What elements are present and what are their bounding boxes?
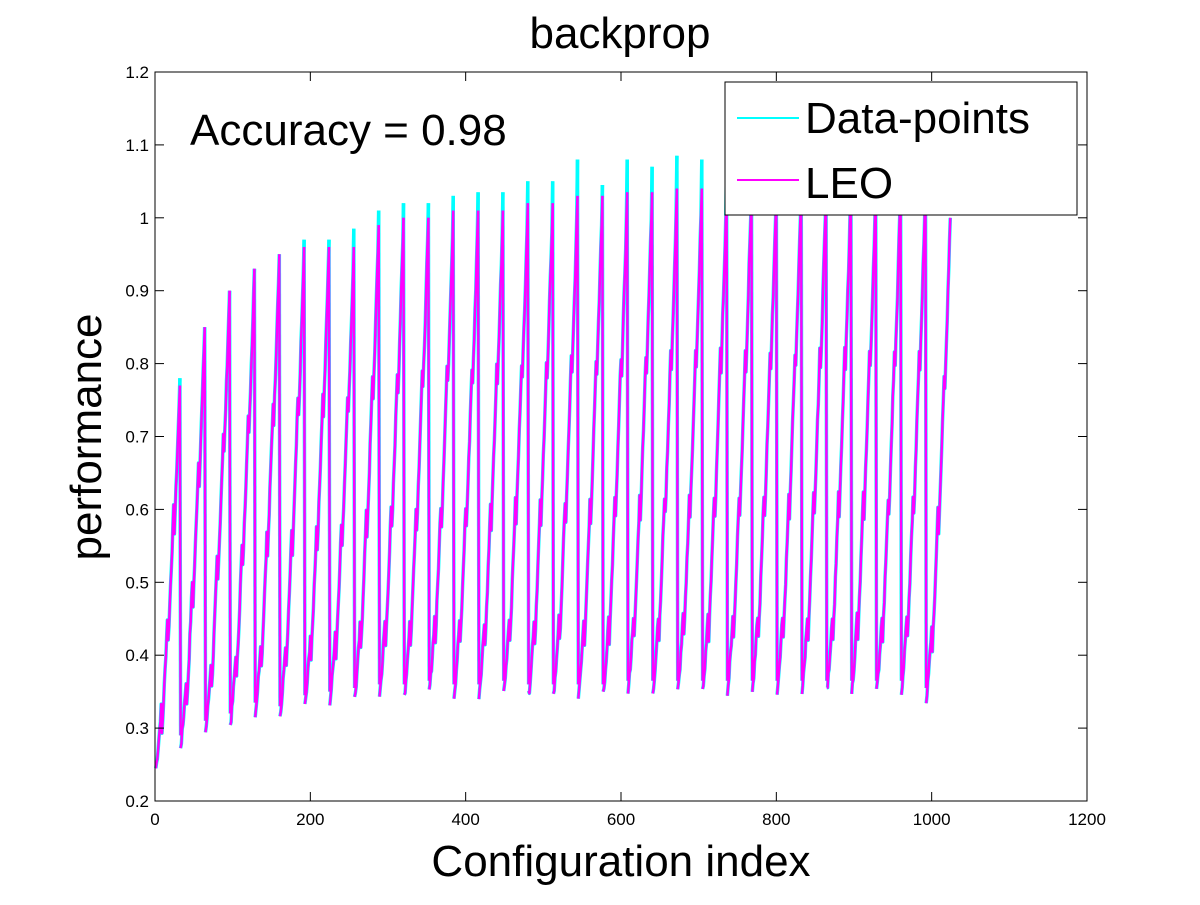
x-axis: 0 200 400 600 800 1000 1200	[150, 72, 1106, 829]
x-tick-label: 1000	[913, 810, 951, 829]
x-tick-label: 0	[150, 810, 159, 829]
series-line-segment	[229, 268, 256, 726]
series-line-segment	[204, 290, 231, 733]
y-tick-label: 0.9	[125, 282, 149, 301]
series-line-segment	[154, 385, 182, 769]
series-drop-line	[352, 246, 356, 689]
series-drop-line	[775, 188, 779, 681]
series-line-segment	[601, 192, 629, 693]
series-drop-line	[874, 188, 878, 681]
x-axis-label: Configuration index	[431, 837, 810, 886]
series-drop-line	[899, 188, 903, 681]
series-line-segment	[751, 188, 778, 693]
series-line-segment	[278, 246, 306, 717]
series-drop-line	[278, 254, 282, 707]
series-drop-line	[675, 188, 679, 681]
series-line-segment	[502, 203, 530, 692]
series-line-segment	[328, 246, 356, 706]
series-line-segment	[775, 188, 803, 695]
y-axis-label: performance	[62, 313, 111, 560]
series-line-segment	[924, 217, 952, 704]
x-tick-label: 1200	[1068, 810, 1106, 829]
series-drop-line	[427, 217, 431, 681]
series-line-segment	[577, 195, 604, 699]
legend-label-leo: LEO	[805, 159, 893, 208]
series-drop-line	[551, 203, 555, 685]
accuracy-annotation: Accuracy = 0.98	[190, 106, 507, 155]
y-tick-label: 1	[140, 209, 149, 228]
series-drop-line	[750, 188, 754, 681]
series-drop-line	[451, 210, 456, 685]
series-drop-line	[253, 268, 257, 703]
y-tick-label: 0.6	[125, 500, 149, 519]
series-leo	[154, 188, 952, 769]
series-drop-line	[700, 188, 704, 681]
y-tick-label: 0.8	[125, 355, 149, 374]
y-tick-label: 1.1	[125, 136, 149, 155]
series-drop-line	[799, 188, 804, 681]
y-axis: 0.2 0.3 0.4 0.5 0.6 0.7 0.8 0.9 1 1.1 1.2	[125, 63, 1087, 811]
series-line-segment	[353, 225, 380, 698]
y-tick-label: 0.3	[125, 719, 149, 738]
series-line-segment	[826, 188, 853, 689]
series-line-segment	[626, 192, 654, 694]
series-line-segment	[527, 203, 554, 695]
series-line-segment	[253, 254, 281, 718]
series-line-segment	[179, 327, 206, 749]
series-drop-line	[601, 195, 605, 685]
legend: Data-points LEO	[724, 81, 1078, 216]
y-tick-label: 0.4	[125, 646, 149, 665]
series-line-segment	[651, 188, 679, 694]
chart-title: backprop	[529, 9, 710, 58]
x-tick-label: 400	[451, 810, 479, 829]
series-drop-line	[526, 203, 530, 685]
x-tick-label: 200	[296, 810, 324, 829]
series-drop-line	[576, 195, 580, 685]
series-drop-line	[924, 188, 928, 689]
series-line-segment	[378, 217, 405, 697]
legend-label-data-points: Data-points	[805, 94, 1030, 143]
x-tick-label: 600	[607, 810, 635, 829]
legend-box	[724, 81, 1078, 216]
series-line-segment	[676, 188, 704, 690]
series-line-segment	[701, 188, 728, 690]
series-line-segment	[875, 188, 902, 690]
series-drop-line	[302, 246, 307, 696]
series-line-segment	[452, 210, 480, 699]
series-line-segment	[303, 246, 331, 705]
series-line-segment	[403, 217, 430, 696]
y-tick-label: 1.2	[125, 63, 149, 82]
series-line-segment	[477, 210, 505, 700]
series-line-segment	[900, 188, 927, 695]
series-drop-line	[849, 188, 853, 681]
series-drop-line	[402, 217, 406, 685]
series-line-segment	[850, 188, 877, 694]
series-drop-line	[501, 210, 505, 681]
series-drop-line	[824, 188, 829, 681]
series-drop-line	[650, 192, 655, 681]
series-drop-line	[625, 192, 630, 681]
series-drop-line	[725, 188, 729, 681]
y-tick-label: 0.2	[125, 792, 149, 811]
y-tick-label: 0.5	[125, 573, 149, 592]
series-line-segment	[726, 188, 753, 696]
series-drop-line	[327, 246, 332, 692]
y-tick-label: 0.7	[125, 428, 149, 447]
series-drop-line	[203, 327, 207, 721]
series-line-segment	[552, 195, 579, 695]
series-drop-line	[476, 210, 481, 685]
series-drop-line	[228, 290, 232, 714]
series-drop-line	[377, 225, 381, 685]
x-tick-label: 800	[762, 810, 790, 829]
series-line-segment	[427, 210, 455, 690]
series-drop-line	[178, 385, 182, 736]
series-line-segment	[800, 188, 828, 695]
